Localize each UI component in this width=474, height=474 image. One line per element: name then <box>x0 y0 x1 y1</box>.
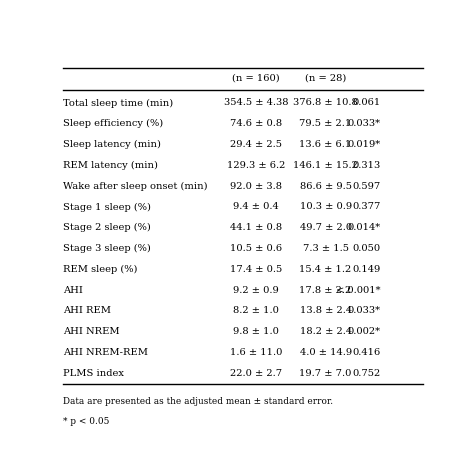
Text: 0.033*: 0.033* <box>348 307 381 316</box>
Text: PLMS index: PLMS index <box>63 369 124 378</box>
Text: 376.8 ± 10.8: 376.8 ± 10.8 <box>293 99 358 108</box>
Text: Stage 1 sleep (%): Stage 1 sleep (%) <box>63 202 151 211</box>
Text: 129.3 ± 6.2: 129.3 ± 6.2 <box>227 161 285 170</box>
Text: 13.6 ± 6.1: 13.6 ± 6.1 <box>300 140 352 149</box>
Text: 0.313: 0.313 <box>353 161 381 170</box>
Text: AHI NREM-REM: AHI NREM-REM <box>63 348 148 357</box>
Text: 0.416: 0.416 <box>353 348 381 357</box>
Text: 0.014*: 0.014* <box>347 223 381 232</box>
Text: 0.050: 0.050 <box>353 244 381 253</box>
Text: 0.033*: 0.033* <box>348 119 381 128</box>
Text: 1.6 ± 11.0: 1.6 ± 11.0 <box>229 348 282 357</box>
Text: 17.8 ± 2.2: 17.8 ± 2.2 <box>300 286 352 295</box>
Text: < 0.001*: < 0.001* <box>336 286 381 295</box>
Text: REM sleep (%): REM sleep (%) <box>63 265 137 274</box>
Text: AHI REM: AHI REM <box>63 307 111 316</box>
Text: 18.2 ± 2.4: 18.2 ± 2.4 <box>300 327 352 336</box>
Text: Sleep latency (min): Sleep latency (min) <box>63 140 161 149</box>
Text: 44.1 ± 0.8: 44.1 ± 0.8 <box>230 223 282 232</box>
Text: 9.2 ± 0.9: 9.2 ± 0.9 <box>233 286 279 295</box>
Text: 74.6 ± 0.8: 74.6 ± 0.8 <box>230 119 282 128</box>
Text: 0.002*: 0.002* <box>348 327 381 336</box>
Text: 0.377: 0.377 <box>352 202 381 211</box>
Text: AHI: AHI <box>63 286 83 295</box>
Text: (n = 160): (n = 160) <box>232 73 280 82</box>
Text: 0.149: 0.149 <box>353 265 381 274</box>
Text: 29.4 ± 2.5: 29.4 ± 2.5 <box>230 140 282 149</box>
Text: * p < 0.05: * p < 0.05 <box>63 417 109 426</box>
Text: 13.8 ± 2.4: 13.8 ± 2.4 <box>300 307 352 316</box>
Text: 10.3 ± 0.9: 10.3 ± 0.9 <box>300 202 352 211</box>
Text: Data are presented as the adjusted mean ± standard error.: Data are presented as the adjusted mean … <box>63 397 333 406</box>
Text: (n = 28): (n = 28) <box>305 73 346 82</box>
Text: 0.019*: 0.019* <box>347 140 381 149</box>
Text: 4.0 ± 14.9: 4.0 ± 14.9 <box>300 348 352 357</box>
Text: Stage 3 sleep (%): Stage 3 sleep (%) <box>63 244 151 253</box>
Text: 354.5 ± 4.38: 354.5 ± 4.38 <box>224 99 288 108</box>
Text: 19.7 ± 7.0: 19.7 ± 7.0 <box>300 369 352 378</box>
Text: 86.6 ± 9.5: 86.6 ± 9.5 <box>300 182 352 191</box>
Text: 17.4 ± 0.5: 17.4 ± 0.5 <box>230 265 282 274</box>
Text: 92.0 ± 3.8: 92.0 ± 3.8 <box>230 182 282 191</box>
Text: Total sleep time (min): Total sleep time (min) <box>63 99 173 108</box>
Text: 146.1 ± 15.2: 146.1 ± 15.2 <box>293 161 358 170</box>
Text: 15.4 ± 1.2: 15.4 ± 1.2 <box>300 265 352 274</box>
Text: 7.3 ± 1.5: 7.3 ± 1.5 <box>302 244 348 253</box>
Text: 79.5 ± 2.1: 79.5 ± 2.1 <box>300 119 352 128</box>
Text: 10.5 ± 0.6: 10.5 ± 0.6 <box>230 244 282 253</box>
Text: Wake after sleep onset (min): Wake after sleep onset (min) <box>63 182 208 191</box>
Text: AHI NREM: AHI NREM <box>63 327 119 336</box>
Text: Sleep efficiency (%): Sleep efficiency (%) <box>63 119 163 128</box>
Text: 0.752: 0.752 <box>353 369 381 378</box>
Text: 8.2 ± 1.0: 8.2 ± 1.0 <box>233 307 279 316</box>
Text: 9.8 ± 1.0: 9.8 ± 1.0 <box>233 327 279 336</box>
Text: REM latency (min): REM latency (min) <box>63 161 158 170</box>
Text: 22.0 ± 2.7: 22.0 ± 2.7 <box>230 369 282 378</box>
Text: 49.7 ± 2.0: 49.7 ± 2.0 <box>300 223 352 232</box>
Text: 9.4 ± 0.4: 9.4 ± 0.4 <box>233 202 279 211</box>
Text: 0.597: 0.597 <box>353 182 381 191</box>
Text: Stage 2 sleep (%): Stage 2 sleep (%) <box>63 223 151 232</box>
Text: 0.061: 0.061 <box>353 99 381 108</box>
